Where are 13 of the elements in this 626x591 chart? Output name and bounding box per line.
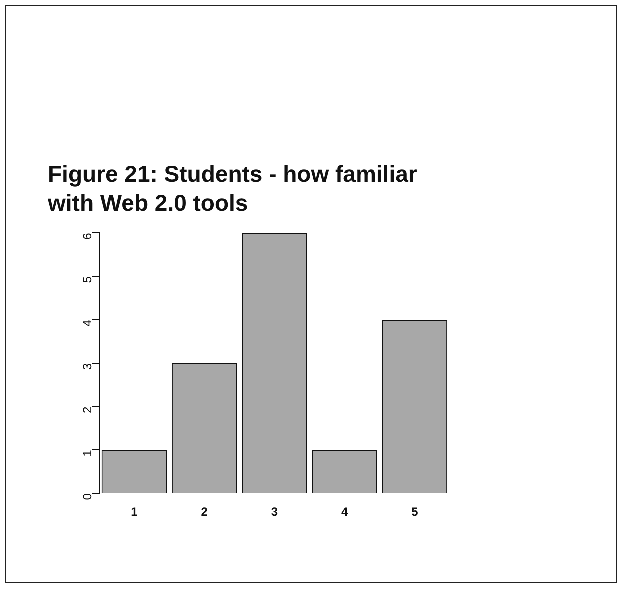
y-tick-label: 4 (80, 320, 95, 327)
y-tick-label: 2 (80, 406, 95, 414)
x-tick-label: 4 (341, 505, 348, 520)
x-tick-label: 1 (131, 505, 138, 520)
y-tick-label: 5 (80, 276, 95, 284)
y-tick-label: 0 (80, 493, 95, 500)
chart-title: Figure 21: Students - how familiar with Web 2.0 tools (48, 160, 418, 218)
y-tick-label: 6 (80, 232, 95, 240)
y-tick-label: 3 (80, 363, 95, 370)
x-tick-label: 2 (201, 505, 208, 520)
x-tick-label: 3 (271, 505, 278, 520)
x-tick-label: 5 (412, 505, 419, 520)
y-tick-label: 1 (80, 450, 95, 457)
